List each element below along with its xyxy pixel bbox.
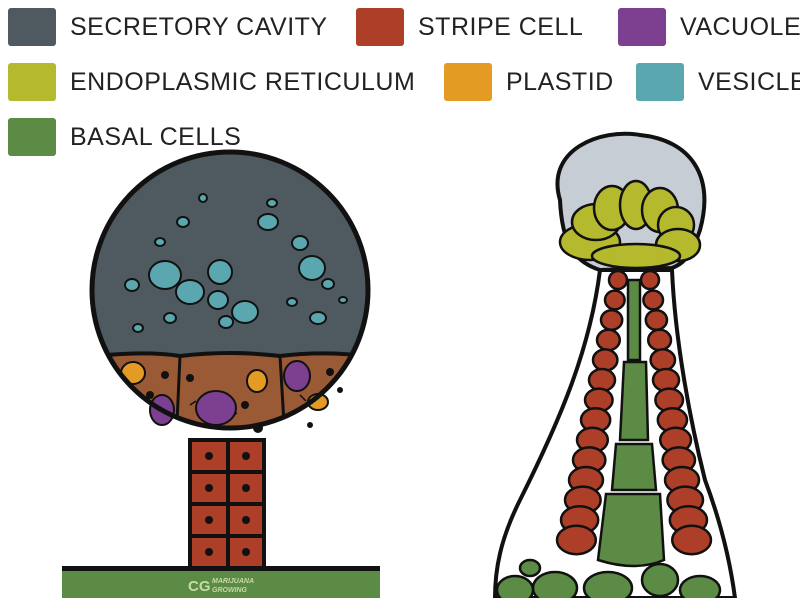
stripe-cell [639,269,661,291]
logo: CG MARIJUANA GROWING [188,578,254,595]
legend-item-vesicle: VESICLE [636,63,800,101]
legend-label: STRIPE CELL [418,12,584,41]
legend-swatch [8,63,56,101]
legend-label: VESICLE [698,67,800,96]
basal-layer [62,571,380,598]
legend-swatch [444,63,492,101]
legend-swatch [8,118,56,156]
legend-swatch [636,63,684,101]
stripe-cell [642,289,665,311]
basal-cells [495,278,722,598]
legend-item-basal-cells: BASAL CELLS [8,118,241,156]
stripe-cell [607,269,629,291]
legend-label: BASAL CELLS [70,122,242,151]
svg-text:CG: CG [188,578,211,595]
legend-item-secretory-cavity: SECRETORY CAVITY [8,8,328,46]
stripe-cell [649,348,677,372]
legend-swatch [618,8,666,46]
stripe-cell [646,328,673,352]
base-line [62,566,380,571]
stripe-cell [670,524,713,556]
svg-text:GROWING: GROWING [212,587,248,594]
head [89,149,371,433]
stripe-cell [603,289,626,311]
stripe-cell [644,308,669,332]
stalk-nuclei [205,452,250,556]
legend-item-plastid: PLASTID [444,63,614,101]
stripe-cells [555,269,713,556]
stripe-cell [595,328,622,352]
endoplasmic-reticulum [558,179,702,270]
stripe-cell [555,524,598,556]
legend-item-stripe-cell: STRIPE CELL [356,8,583,46]
legend-label: ENDOPLASMIC RETICULUM [70,67,416,96]
legend-item-vacuole: VACUOLE [618,8,800,46]
stripe-cell [599,308,624,332]
stripe-cell [591,348,619,372]
legend-label: PLASTID [506,67,614,96]
legend-swatch [8,8,56,46]
legend-swatch [356,8,404,46]
vesicles [124,193,348,333]
legend-label: VACUOLE [680,12,800,41]
stalk-stripe-cells [188,438,266,570]
legend-item-endoplasmic-reticulum: ENDOPLASMIC RETICULUM [8,63,415,101]
left-trichome: CG MARIJUANA GROWING [62,149,380,598]
svg-text:MARIJUANA: MARIJUANA [212,578,254,585]
legend-label: SECRETORY CAVITY [70,12,328,41]
right-trichome [492,131,738,598]
